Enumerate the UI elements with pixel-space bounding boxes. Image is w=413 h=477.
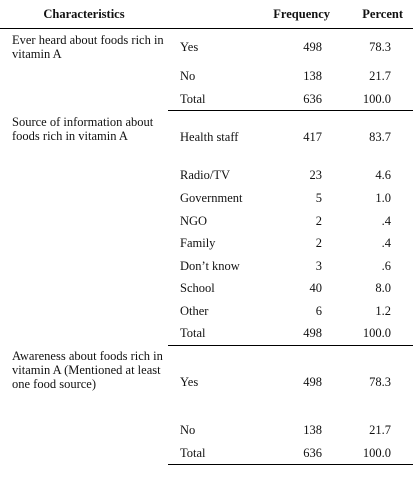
response-cell: Other <box>180 304 209 319</box>
response-cell: School <box>180 281 215 296</box>
table-row: No 138 21.7 <box>0 66 413 89</box>
percent-cell: 100.0 <box>336 88 413 112</box>
frequency-cell: 40 <box>309 281 323 296</box>
response-cell: Yes <box>180 375 199 390</box>
percent-cell: .4 <box>381 213 391 228</box>
response-cell: Family <box>180 236 216 251</box>
response-cell: No <box>180 423 196 438</box>
percent-cell: .6 <box>381 258 391 273</box>
percent-cell: 100.0 <box>336 322 413 346</box>
frequency-cell: 138 <box>303 423 322 438</box>
response-cell: Health staff <box>180 130 239 145</box>
response-cell: Government <box>180 191 243 206</box>
response-cell: Don’t know <box>180 258 240 273</box>
table-row: Don’t know 3 .6 <box>0 255 413 278</box>
frequency-cell: 2 <box>315 236 322 251</box>
table-row: Total 498 100.0 <box>0 322 413 346</box>
table-row: Total 636 100.0 <box>0 88 413 112</box>
table-row: Family 2 .4 <box>0 232 413 255</box>
response-cell: Radio/TV <box>180 168 230 183</box>
frequency-cell: 498 <box>303 39 322 54</box>
response-cell: Total <box>168 322 248 346</box>
response-cell: NGO <box>180 213 208 228</box>
response-cell: Total <box>168 88 248 112</box>
table-row: No 138 21.7 <box>0 419 413 442</box>
percent-cell: 1.2 <box>375 304 391 319</box>
percent-cell: 21.7 <box>369 423 391 438</box>
table-row: Radio/TV 23 4.6 <box>0 165 413 188</box>
frequency-cell: 498 <box>303 375 322 390</box>
percent-cell: 4.6 <box>375 168 391 183</box>
header-percent: Percent <box>336 0 413 29</box>
header-response <box>168 0 248 29</box>
percent-cell: 83.7 <box>369 130 391 145</box>
table-row: Total 636 100.0 <box>0 442 413 466</box>
frequency-cell: 417 <box>303 130 322 145</box>
frequency-cell: 23 <box>309 168 323 183</box>
frequency-cell: 138 <box>303 69 322 84</box>
frequency-cell: 3 <box>315 258 322 273</box>
group-label: Ever heard about foods rich in vitamin A <box>12 33 164 61</box>
table-row: Government 5 1.0 <box>0 187 413 210</box>
table-row: Awareness about foods rich in vitamin A … <box>0 345 413 419</box>
response-cell: Yes <box>180 39 199 54</box>
table-row: NGO 2 .4 <box>0 210 413 233</box>
vitamin-a-table: Characteristics Frequency Percent Ever h… <box>0 0 413 466</box>
percent-cell: 100.0 <box>336 442 413 466</box>
response-cell: Total <box>168 442 248 466</box>
table-row: School 40 8.0 <box>0 278 413 301</box>
frequency-cell: 6 <box>315 304 322 319</box>
percent-cell: 78.3 <box>369 375 391 390</box>
percent-cell: .4 <box>381 236 391 251</box>
percent-cell: 1.0 <box>375 191 391 206</box>
response-cell: No <box>180 69 196 84</box>
table-row: Ever heard about foods rich in vitamin A… <box>0 29 413 66</box>
percent-cell: 21.7 <box>369 69 391 84</box>
percent-cell: 78.3 <box>369 39 391 54</box>
frequency-cell: 636 <box>248 88 336 112</box>
frequency-cell: 498 <box>248 322 336 346</box>
frequency-cell: 636 <box>248 442 336 466</box>
header-row: Characteristics Frequency Percent <box>0 0 413 29</box>
table-row: Other 6 1.2 <box>0 300 413 323</box>
group-label: Source of information about foods rich i… <box>12 114 154 143</box>
group-label: Awareness about foods rich in vitamin A … <box>12 349 163 392</box>
header-characteristics: Characteristics <box>0 0 168 29</box>
frequency-cell: 2 <box>315 213 322 228</box>
table-row: Source of information about foods rich i… <box>0 111 413 165</box>
header-frequency: Frequency <box>248 0 336 29</box>
percent-cell: 8.0 <box>375 281 391 296</box>
frequency-cell: 5 <box>315 191 322 206</box>
